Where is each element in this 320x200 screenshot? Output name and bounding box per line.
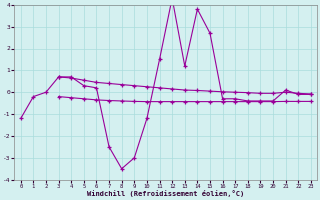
X-axis label: Windchill (Refroidissement éolien,°C): Windchill (Refroidissement éolien,°C) [87, 190, 244, 197]
